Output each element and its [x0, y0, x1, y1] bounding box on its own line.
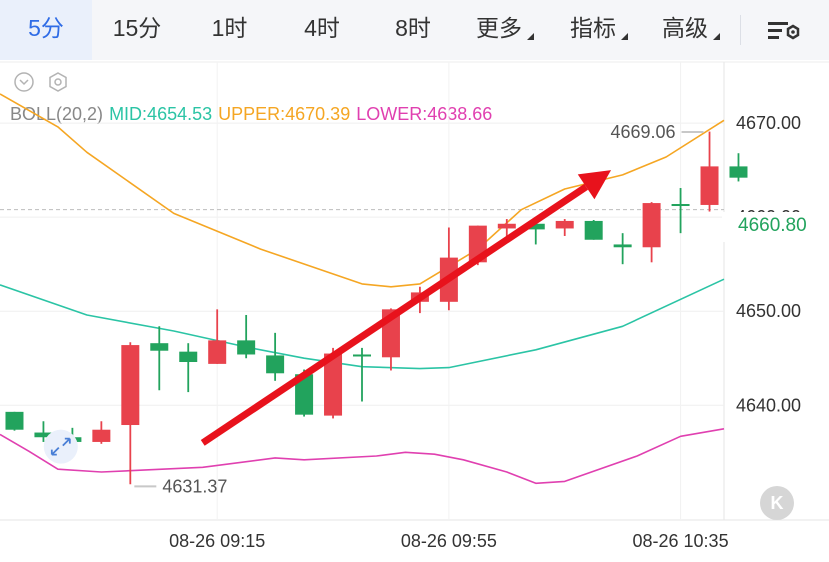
trend-arrow-shaft	[200, 183, 589, 446]
k-line-label: K	[770, 493, 784, 513]
candle-body	[671, 204, 690, 207]
candle-body	[237, 340, 256, 355]
tab-8h[interactable]: 8时	[395, 15, 431, 41]
tab-1h[interactable]: 1时	[211, 15, 248, 41]
chart-settings-icon[interactable]	[760, 10, 804, 50]
candle-body	[179, 351, 198, 363]
legend-upper: UPPER:4670.39	[218, 104, 351, 124]
y-tick-label: 4650.00	[736, 301, 801, 321]
candle-body	[92, 429, 111, 442]
current-price-box	[722, 212, 829, 242]
tab-more[interactable]: 更多	[466, 0, 534, 60]
candle-body	[5, 411, 24, 430]
candle-body	[526, 223, 545, 230]
candle-body	[34, 432, 53, 438]
x-tick-label: 08-26 09:15	[169, 531, 265, 551]
candle-body	[729, 166, 748, 178]
candle-body	[150, 343, 169, 351]
dropdown-triangle-icon	[621, 33, 628, 40]
timeframe-tab-bar: 5分 15分 1时 4时 8时 更多 指标 高级	[0, 0, 829, 60]
candle-body	[295, 374, 314, 415]
x-tick-label: 08-26 10:35	[633, 531, 729, 551]
tab-15m[interactable]: 15分	[112, 15, 162, 41]
hexagon-settings-icon[interactable]	[46, 70, 70, 94]
k-line-button[interactable]: K	[760, 486, 794, 520]
tab-divider	[740, 15, 741, 45]
trend-arrow-head	[577, 170, 612, 200]
dropdown-triangle-icon	[713, 33, 720, 40]
tab-4h[interactable]: 4时	[304, 15, 340, 41]
candle-body	[700, 166, 719, 205]
expand-arrows-glyph	[50, 437, 71, 456]
tab-5m[interactable]: 5分	[0, 0, 92, 60]
candle-body	[353, 354, 371, 357]
low-price-label: 4631.37	[162, 476, 227, 496]
y-tick-label: 4640.00	[736, 395, 801, 415]
legend-mid: MID:4654.53	[109, 104, 213, 124]
legend-lower: LOWER:4638.66	[356, 104, 493, 124]
collapse-chevron-icon[interactable]	[12, 70, 36, 94]
candle-body	[555, 220, 574, 229]
tab-indicators[interactable]: 指标	[560, 0, 628, 60]
x-tick-label: 08-26 09:55	[401, 531, 497, 551]
y-tick-label: 4670.00	[736, 113, 801, 133]
boll-upper-line	[0, 93, 725, 288]
boll-lower-line	[0, 428, 725, 485]
dropdown-triangle-icon	[527, 33, 534, 40]
boll-legend: BOLL(20,2) MID:4654.53 UPPER:4670.39 LOWER:…	[10, 104, 498, 125]
high-price-label: 4669.06	[610, 122, 675, 142]
candle-body	[642, 203, 661, 248]
legend-indicator-name: BOLL(20,2)	[10, 104, 104, 124]
tab-advanced[interactable]: 高级	[652, 0, 720, 60]
candle-body	[324, 353, 343, 416]
candle-body	[208, 340, 227, 364]
candle-body	[121, 345, 140, 426]
expand-arrows-icon[interactable]	[43, 429, 78, 464]
candle-body	[266, 355, 285, 374]
candle-body	[584, 220, 603, 240]
candle-body	[497, 223, 516, 229]
candle-body	[613, 244, 632, 248]
current-price-label: 4660.80	[738, 215, 807, 236]
